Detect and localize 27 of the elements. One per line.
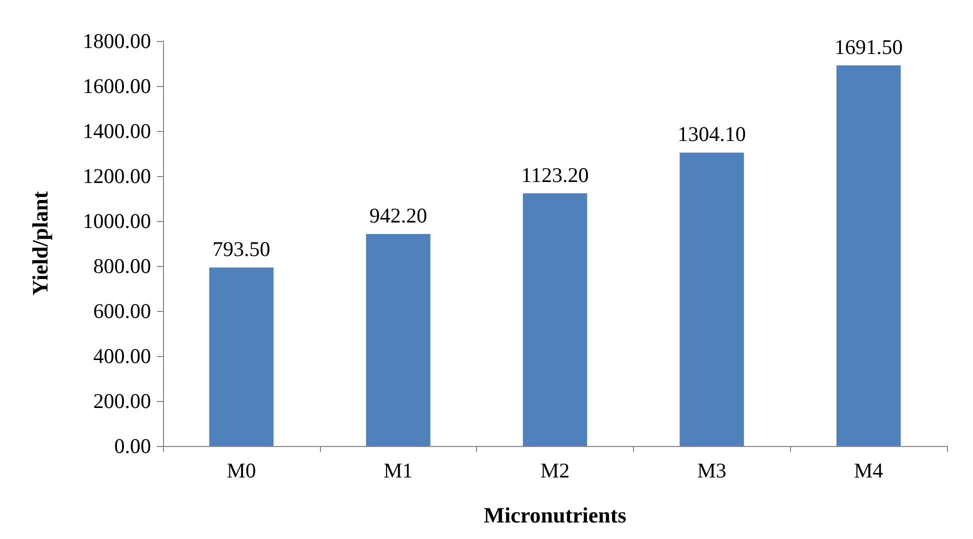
y-tick-label: 1600.00 <box>82 74 151 98</box>
x-axis-title: Micronutrients <box>484 502 627 528</box>
y-axis-title: Yield/plant <box>28 190 52 296</box>
y-tick-label: 400.00 <box>93 344 151 368</box>
x-tick-label: M3 <box>697 458 726 482</box>
bar <box>836 65 901 446</box>
y-tick-label: 0.00 <box>114 434 151 458</box>
data-label: 1304.10 <box>678 122 746 146</box>
y-tick-label: 800.00 <box>93 254 151 278</box>
y-tick-label: 1200.00 <box>82 164 151 188</box>
bar <box>209 267 274 446</box>
y-tick-label: 1000.00 <box>82 209 151 233</box>
data-label: 942.20 <box>369 204 428 228</box>
bar <box>522 193 588 446</box>
y-tick-label: 1400.00 <box>82 119 151 143</box>
bar <box>366 234 430 446</box>
data-label: 793.50 <box>212 236 270 261</box>
x-tick-label: M1 <box>384 458 413 482</box>
y-tick-label: 1800.00 <box>82 29 151 53</box>
bar <box>680 152 744 446</box>
data-label: 1123.20 <box>521 162 589 187</box>
x-tick-label: M4 <box>854 458 884 482</box>
x-tick-label: M2 <box>540 458 570 482</box>
x-tick-label: M0 <box>226 458 256 482</box>
data-label: 1691.50 <box>834 34 903 59</box>
y-tick-label: 600.00 <box>93 299 151 323</box>
y-tick-label: 200.00 <box>93 389 151 413</box>
